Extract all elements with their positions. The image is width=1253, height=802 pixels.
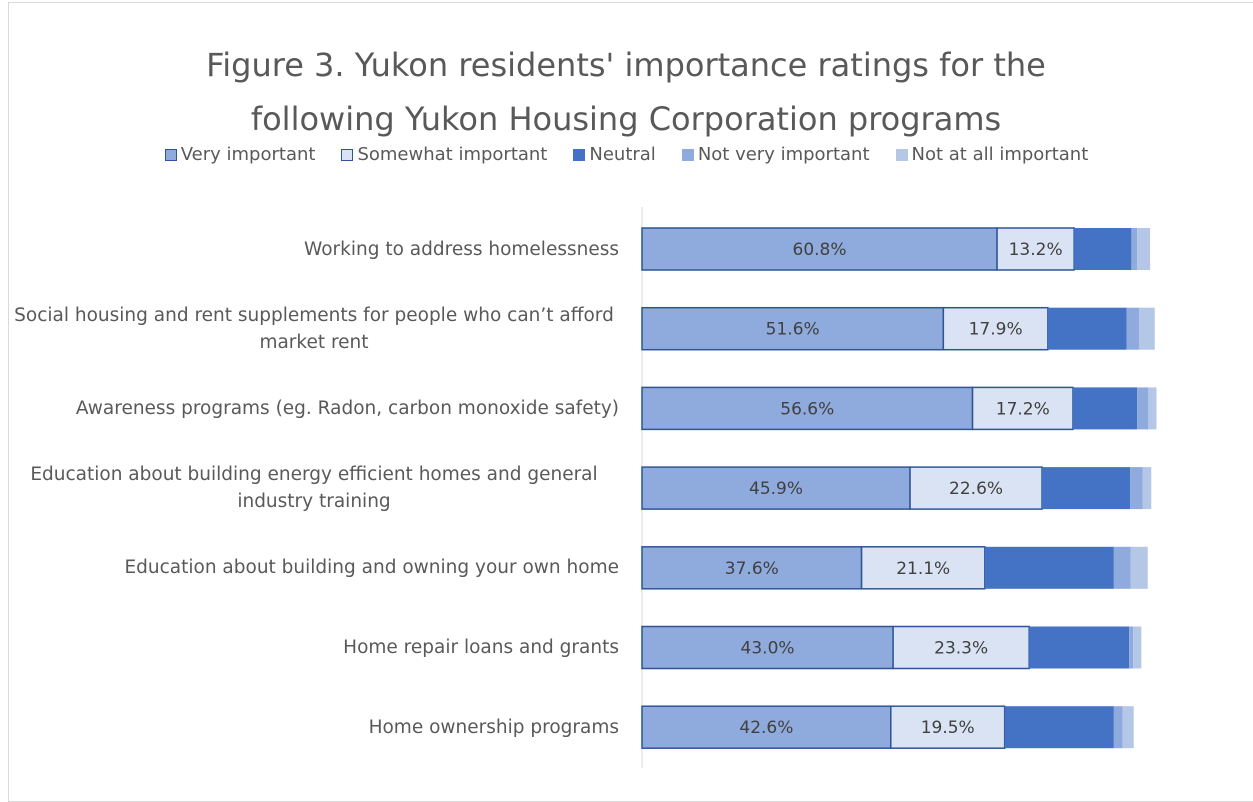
category-text: Education about building and owning your… [124,557,619,579]
bar-segment [971,386,1074,431]
legend: Very important Somewhat important Neutral N… [0,144,1253,165]
category-label: Awareness programs (eg. Radon, carbon mo… [9,378,619,438]
data-label: 19.5% [921,718,975,738]
legend-item: Somewhat important [341,144,547,165]
bar-segment [1137,387,1149,430]
legend-swatch [681,148,694,161]
legend-swatch [164,148,177,161]
bar-segment [641,625,894,670]
bar-segment [984,546,1114,589]
bar-segment [942,306,1049,351]
bar-segment [1122,706,1134,749]
bar-segment [1126,307,1139,350]
bar-segment [909,466,1043,510]
bar-segment [1047,307,1127,350]
category-text: Awareness programs (eg. Radon, carbon mo… [75,397,619,419]
bar-segment [641,466,911,510]
legend-item: Neutral [573,144,656,165]
data-label: 13.2% [1009,240,1063,260]
bar-segment [641,705,892,749]
data-label: 43.0% [741,639,795,659]
legend-label: Neutral [589,144,656,165]
legend-swatch [573,148,586,161]
bar-segment [1129,626,1134,669]
bar-segment [1137,228,1151,270]
data-label: 56.6% [780,399,834,419]
legend-label: Not very important [697,144,870,165]
category-label: Education about building and owning your… [9,538,619,598]
bar-segment [1004,706,1114,749]
category-label: Education about building energy efficien… [9,458,619,518]
data-label: 21.1% [896,559,950,579]
category-label: Working to address homelessness [9,219,619,279]
legend-label: Not at all important [911,144,1089,165]
bar-segment [1113,546,1131,589]
bar-segment [641,386,974,431]
bar-segment [641,306,945,351]
bar-segment [1130,467,1143,510]
legend-item: Very important [164,144,316,165]
data-label: 60.8% [793,240,847,260]
data-label: 37.6% [725,559,779,579]
category-text: Working to address homelessness [304,238,619,260]
legend-item: Not very important [681,144,870,165]
bar-segment [1072,387,1138,430]
chart-title: Figure 3. Yukon residents' importance ra… [206,46,1046,138]
legend-label: Somewhat important [357,144,548,165]
category-label: Home repair loans and grants [9,618,619,678]
data-label: 45.9% [749,479,803,499]
bar-segment [860,546,986,590]
bar-segment [1029,626,1130,669]
data-label: 23.3% [934,639,988,659]
bar-segment [1074,228,1132,270]
bar-segment [1138,307,1155,350]
bar-segment [996,227,1075,271]
category-text: Home repair loans and grants [343,637,619,658]
bar-segment [1131,228,1138,270]
category-text: Home ownership programs [368,716,619,738]
bar-segment [641,546,863,590]
bar-segment [1133,626,1142,669]
bar-segment [1042,467,1131,510]
bar-segment [1148,387,1157,430]
data-label: 42.6% [739,718,793,738]
bar-segment [1113,706,1123,749]
category-text: Social housing and rent supplements for … [14,304,614,353]
bar-segment [890,705,1006,749]
data-label: 22.6% [949,479,1003,499]
data-label: 17.2% [996,399,1050,419]
legend-swatch [341,148,354,161]
legend-label: Very important [180,144,316,165]
bar-segment [641,227,998,271]
category-text: Education about building energy efficien… [30,464,598,513]
legend-swatch [895,148,908,161]
category-label: Home ownership programs [9,697,619,757]
data-label: 17.9% [969,320,1023,340]
bar-segment [1142,467,1152,510]
category-label: Social housing and rent supplements for … [9,299,619,359]
data-label: 51.6% [766,320,820,340]
bar-segment [1130,546,1148,589]
legend-item: Not at all important [895,144,1089,165]
